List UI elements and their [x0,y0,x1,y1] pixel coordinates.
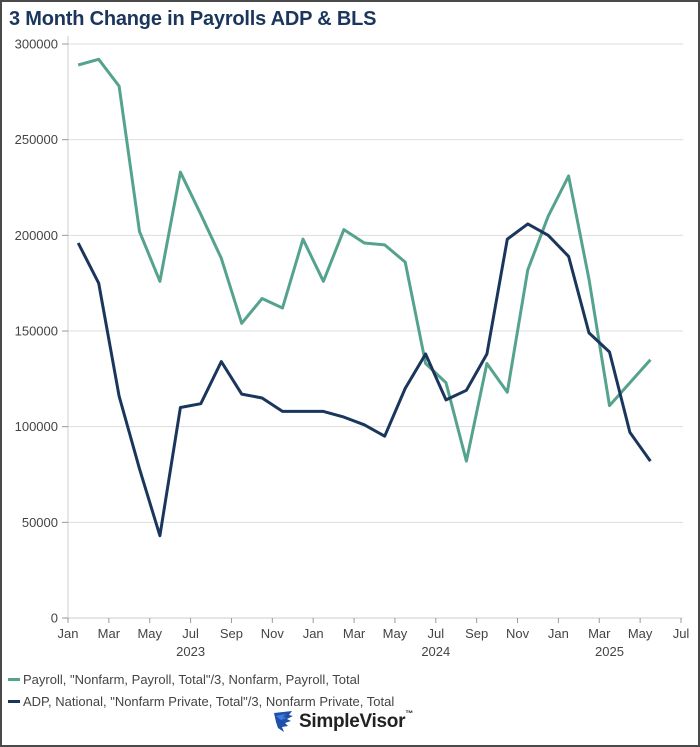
series-line-adp [76,222,652,538]
legend: Payroll, "Nonfarm, Payroll, Total"/3, No… [8,668,394,712]
x-tick-label: Mar [98,626,121,641]
y-tick-label: 250000 [15,132,58,147]
x-tick-label: Nov [261,626,285,641]
y-tick-label: 100000 [15,419,58,434]
y-axis: 0 50000 100000 150000 200000 250000 300000 [15,36,69,626]
legend-item-payroll[interactable]: Payroll, "Nonfarm, Payroll, Total"/3, No… [8,668,394,690]
eagle-icon [274,711,293,732]
legend-swatch-adp [8,699,20,703]
x-axis: Jan Mar May Jul Sep Nov Jan Mar May Jul Sep Nov Jan M… [58,617,690,659]
series-lines [76,57,652,538]
y-tick-label: 300000 [15,37,58,52]
trademark-symbol: ™ [405,709,413,718]
x-tick-label: May [383,626,408,641]
x-tick-label: Jan [58,626,79,641]
y-tick-label: 50000 [22,515,58,530]
legend-swatch-payroll [8,677,20,681]
legend-item-adp[interactable]: ADP, National, "Nonfarm Private, Total"/… [8,690,394,712]
y-tick-label: 150000 [15,324,58,339]
x-tick-label: Jul [673,626,690,641]
x-tick-label: Jan [548,626,569,641]
x-year-label: 2024 [421,644,450,659]
simplevisor-logo: SimpleVisor™ [272,709,413,734]
x-tick-label: May [628,626,653,641]
series-line-payroll [77,57,652,463]
x-tick-label: Mar [588,626,611,641]
chart-title: 3 Month Change in Payrolls ADP & BLS [9,8,377,30]
x-tick-label: Jul [182,626,199,641]
x-year-label: 2025 [595,644,624,659]
brand-name-text: SimpleVisor [299,711,406,732]
y-tick-label: 200000 [15,228,58,243]
x-tick-label: May [137,626,162,641]
x-tick-label: Mar [343,626,366,641]
legend-label-adp: ADP, National, "Nonfarm Private, Total"/… [23,693,395,709]
x-year-label: 2023 [176,644,205,659]
brand-name: SimpleVisor™ [299,709,413,733]
y-tick-label: 0 [51,611,58,626]
legend-label-payroll: Payroll, "Nonfarm, Payroll, Total"/3, No… [23,671,360,687]
x-tick-label: Jul [427,626,444,641]
x-tick-label: Nov [506,626,530,641]
x-tick-label: Sep [220,626,243,641]
x-tick-label: Sep [465,626,488,641]
x-tick-label: Jan [303,626,324,641]
